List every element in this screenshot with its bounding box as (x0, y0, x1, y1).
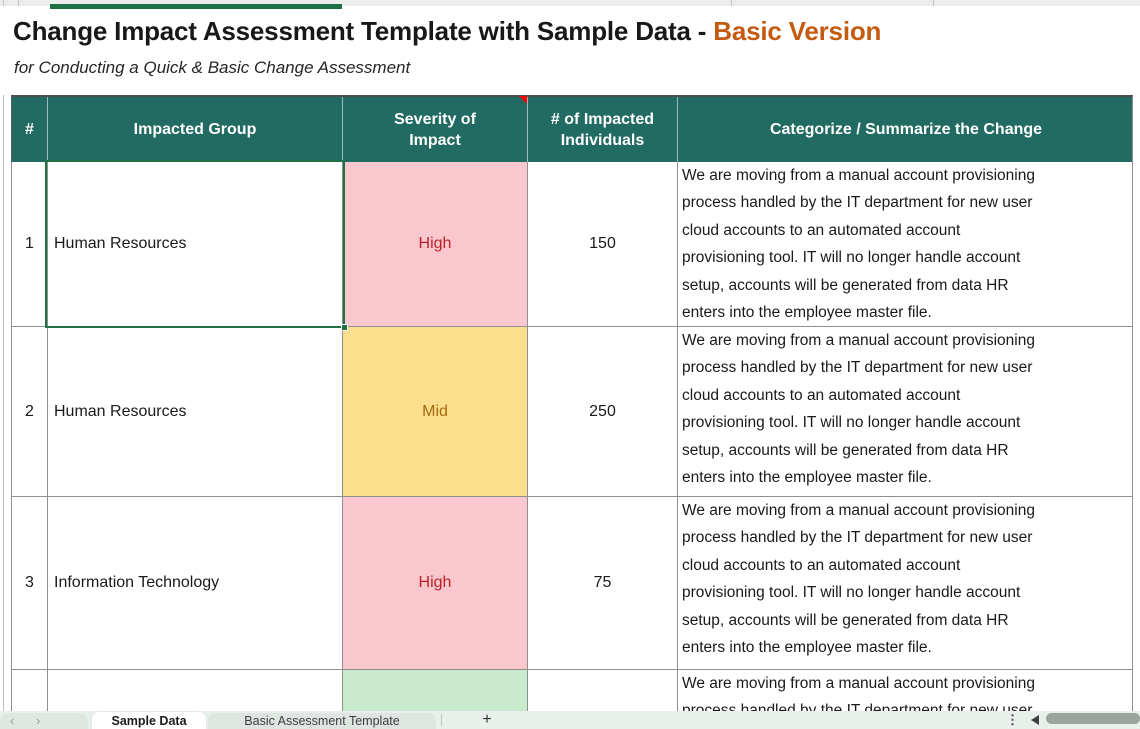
cell-severity[interactable]: High (343, 497, 528, 669)
table-header-row: # Impacted Group Severity of Impact # of… (11, 95, 1133, 162)
selection-border-top-row (50, 4, 342, 9)
cell-severity[interactable]: High (343, 162, 528, 326)
header-cell-severity[interactable]: Severity of Impact (343, 97, 528, 162)
prev-sheet-icon[interactable]: ‹ (10, 713, 15, 728)
cell-count[interactable]: 75 (528, 497, 678, 669)
sheet-tab-bar: ‹ › Sample Data Basic Assessment Templat… (0, 711, 1140, 729)
cell-summary[interactable]: We are moving from a manual account prov… (682, 502, 1035, 657)
sheet-tab-basic-assessment-template[interactable]: Basic Assessment Template (208, 713, 436, 729)
cell-group[interactable] (48, 670, 343, 729)
cell-count[interactable]: 250 (528, 327, 678, 496)
horizontal-scrollbar-thumb[interactable] (1046, 713, 1140, 724)
table-row: 2 Human Resources Mid 250 We are moving … (11, 327, 1133, 497)
cell-row-number[interactable] (12, 670, 48, 729)
cell-summary[interactable]: We are moving from a manual account prov… (682, 332, 1035, 487)
comment-indicator-icon (519, 96, 527, 104)
page-title-accent: Basic Version (713, 16, 882, 46)
page-title: Change Impact Assessment Template with S… (13, 16, 881, 47)
header-cell-summary[interactable]: Categorize / Summarize the Change (769, 121, 1043, 138)
add-sheet-button[interactable]: + (482, 711, 492, 728)
fill-handle[interactable] (341, 324, 348, 331)
header-cell-group[interactable]: Impacted Group (48, 97, 343, 162)
cell-group[interactable]: Human Resources (48, 162, 343, 326)
cell-count[interactable]: 150 (528, 162, 678, 326)
gridline (731, 0, 732, 6)
header-cell-number[interactable]: # (12, 97, 48, 162)
cell-count[interactable] (528, 670, 678, 729)
cell-row-number[interactable]: 2 (12, 327, 48, 496)
more-options-icon[interactable]: ⋮ (1006, 712, 1019, 727)
header-cell-count[interactable]: # of Impacted Individuals (528, 97, 678, 162)
page-title-main: Change Impact Assessment Template with S… (13, 16, 714, 46)
cell-summary[interactable]: We are moving from a manual account prov… (682, 167, 1035, 322)
next-sheet-icon[interactable]: › (36, 713, 41, 728)
cell-group[interactable]: Human Resources (48, 327, 343, 496)
sheet-tab-sample-data[interactable]: Sample Data (92, 712, 206, 729)
scroll-left-icon[interactable] (1031, 715, 1039, 725)
row-gutter-line (3, 95, 4, 712)
gridline (3, 0, 4, 6)
cell-row-number[interactable]: 3 (12, 497, 48, 669)
page-subtitle: for Conducting a Quick & Basic Change As… (14, 58, 411, 77)
cell-severity[interactable]: Mid (343, 327, 528, 496)
table-row: 1 Human Resources High 150 We are moving… (11, 162, 1133, 327)
cell-group[interactable]: Information Technology (48, 497, 343, 669)
sheet-nav-pill: ‹ › (0, 713, 88, 729)
gridline (18, 0, 19, 6)
table-row: 3 Information Technology High 75 We are … (11, 497, 1133, 670)
gridline (933, 0, 934, 6)
top-partial-row (0, 0, 1140, 6)
tab-divider (441, 714, 442, 726)
cell-row-number[interactable]: 1 (12, 162, 48, 326)
